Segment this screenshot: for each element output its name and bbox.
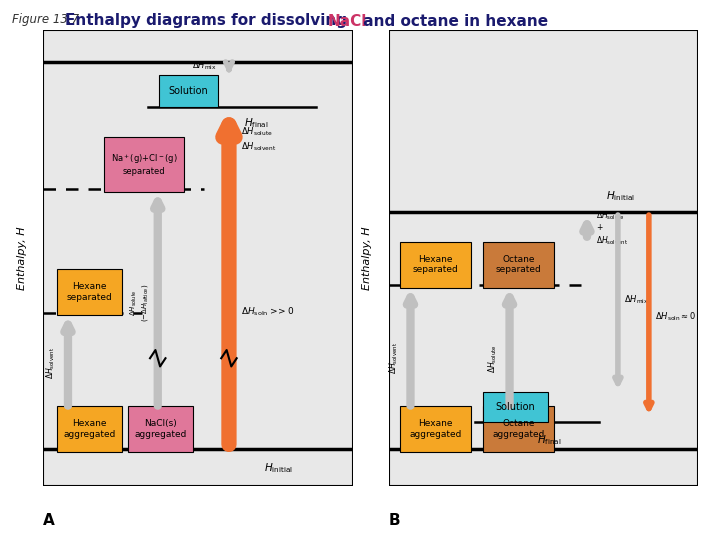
Text: $H_{\rm final}$: $H_{\rm final}$: [537, 434, 562, 447]
Text: Octane
separated: Octane separated: [496, 255, 541, 274]
Text: $\Delta H_{\rm soln} \approx 0$: $\Delta H_{\rm soln} \approx 0$: [655, 311, 696, 323]
FancyBboxPatch shape: [57, 269, 122, 315]
Text: $\Delta H_{\rm mix}$: $\Delta H_{\rm mix}$: [192, 60, 217, 72]
FancyBboxPatch shape: [128, 406, 194, 452]
Text: $\Delta H_{\rm solute}$
$(-\Delta H_{\rm lattice})$: $\Delta H_{\rm solute}$ $(-\Delta H_{\rm…: [128, 284, 150, 322]
Text: Hexane
separated: Hexane separated: [413, 255, 458, 274]
Text: Solution: Solution: [496, 402, 536, 412]
Text: Enthalpy, H: Enthalpy, H: [362, 226, 372, 289]
Text: $H_{\rm final}$: $H_{\rm final}$: [245, 117, 269, 130]
Text: Figure 13.7: Figure 13.7: [12, 14, 78, 26]
Text: Solution: Solution: [168, 86, 209, 96]
Text: B: B: [389, 514, 400, 528]
FancyBboxPatch shape: [57, 406, 122, 452]
Text: Na$^+$(g)+Cl$^-$(g)
separated: Na$^+$(g)+Cl$^-$(g) separated: [110, 152, 177, 177]
Text: A: A: [43, 514, 55, 528]
Text: $\Delta H_{\rm solute}$: $\Delta H_{\rm solute}$: [486, 344, 499, 373]
Text: $\Delta H_{\rm solute}$
$\Delta H_{\rm solvent}$: $\Delta H_{\rm solute}$ $\Delta H_{\rm s…: [241, 126, 276, 153]
FancyBboxPatch shape: [400, 406, 471, 452]
Text: $\Delta H_{\rm solvent}$: $\Delta H_{\rm solvent}$: [387, 342, 400, 374]
Text: $\Delta H_{\rm mix}$: $\Delta H_{\rm mix}$: [624, 294, 649, 306]
Text: Enthalpy diagrams for dissolving: Enthalpy diagrams for dissolving: [65, 14, 352, 29]
Text: Hexane
aggregated: Hexane aggregated: [409, 419, 462, 438]
Text: NaCl(s)
aggregated: NaCl(s) aggregated: [135, 419, 187, 438]
FancyBboxPatch shape: [483, 242, 554, 287]
Text: NaCl: NaCl: [328, 14, 367, 29]
Text: Hexane
aggregated: Hexane aggregated: [63, 419, 116, 438]
FancyBboxPatch shape: [104, 137, 184, 192]
Text: Enthalpy, H: Enthalpy, H: [17, 226, 27, 289]
Text: Octane
aggregated: Octane aggregated: [492, 419, 545, 438]
Text: $\Delta H_{\rm solute}$
+
$\Delta H_{\rm solvent}$: $\Delta H_{\rm solute}$ + $\Delta H_{\rm…: [596, 210, 629, 247]
FancyBboxPatch shape: [483, 393, 548, 422]
FancyBboxPatch shape: [159, 76, 218, 107]
FancyBboxPatch shape: [400, 242, 471, 287]
FancyBboxPatch shape: [483, 406, 554, 452]
Text: $H_{\rm initial}$: $H_{\rm initial}$: [606, 190, 634, 203]
Text: $\Delta H_{\rm soln}$ >> 0: $\Delta H_{\rm soln}$ >> 0: [241, 305, 295, 318]
Text: Hexane
separated: Hexane separated: [67, 282, 112, 302]
Text: and octane in hexane: and octane in hexane: [358, 14, 548, 29]
Text: $H_{\rm initial}$: $H_{\rm initial}$: [264, 461, 293, 475]
Text: $\Delta H_{\rm solvent}$: $\Delta H_{\rm solvent}$: [45, 347, 57, 379]
